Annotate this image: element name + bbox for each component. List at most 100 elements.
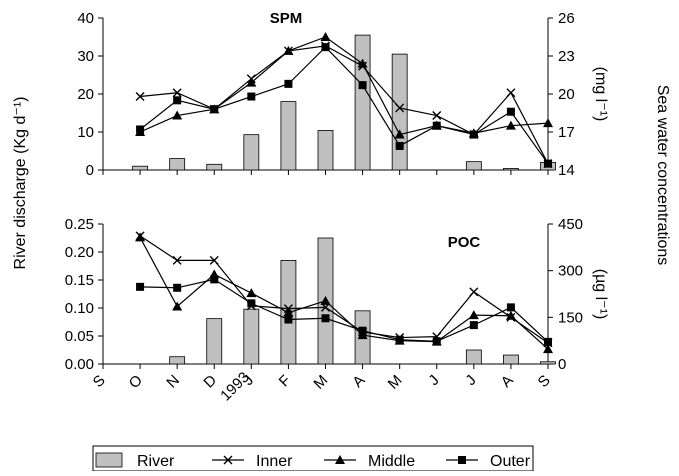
poc-panel: 0.00 0.05 0.10 0.15 0.20 0.25 0 150 300 450 (µg l⁻… [65, 216, 609, 373]
poc-left-tick-label: 0.05 [65, 328, 94, 345]
poc-middle-point [283, 307, 294, 317]
x-month-label: A [498, 372, 517, 391]
spm-left-tick-label: 10 [77, 124, 94, 141]
spm-river-bar [243, 134, 260, 171]
legend-inner-label: Inner [256, 453, 293, 470]
spm-outer-point [321, 43, 330, 52]
legend: River Inner Middle Outer [92, 445, 534, 472]
spm-outer-point [432, 121, 441, 130]
x-month-label: A [349, 372, 368, 391]
poc-inner-point [172, 255, 182, 265]
spm-outer-point [395, 141, 404, 150]
spm-middle-point [246, 77, 257, 87]
spm-outer-point [173, 96, 182, 105]
spm-left-tick-label: 0 [86, 162, 94, 179]
poc-middle-point [320, 295, 331, 305]
spm-outer-point [284, 79, 293, 88]
poc-river-bar [206, 318, 223, 365]
spm-outer-point [544, 159, 552, 168]
spm-river-bar [132, 165, 148, 171]
poc-right-tick-label: 150 [558, 309, 583, 326]
x-month-label: D [200, 372, 220, 392]
poc-middle-point [468, 310, 479, 320]
spm-middle-point [357, 58, 368, 68]
poc-outer-point [136, 282, 145, 291]
poc-right-tick-label: 0 [558, 356, 566, 373]
poc-outer-point [432, 337, 441, 346]
poc-left-tick-label: 0.00 [65, 356, 94, 373]
poc-inner-point [209, 255, 219, 265]
poc-outer-point [210, 275, 219, 284]
spm-inner-point [172, 88, 182, 98]
poc-middle-point [505, 310, 516, 320]
poc-outer-point [247, 299, 256, 308]
poc-outer-point [321, 314, 330, 323]
poc-outer-point [358, 326, 367, 335]
spm-inner-point [432, 111, 442, 121]
x-month-label: J [425, 372, 442, 389]
poc-middle-point [172, 301, 183, 311]
spm-right-tick-label: 17 [558, 124, 575, 141]
spm-right-tick-label: 26 [558, 10, 575, 27]
spm-inner-line [140, 45, 549, 164]
legend-outer-marker [458, 456, 466, 464]
spm-river-bar [206, 163, 223, 171]
spm-middle-line [139, 36, 549, 136]
spm-left-tick-label: 40 [77, 10, 94, 27]
poc-left-tick-label: 0.15 [65, 272, 94, 289]
poc-outer-line [140, 278, 549, 343]
x-month-label: S [90, 372, 109, 391]
spm-river-bar [465, 161, 482, 171]
spm-middle-point [283, 45, 294, 55]
spm-river-bar [354, 34, 371, 171]
poc-inner-point [469, 287, 479, 297]
spm-outer-point [358, 81, 367, 90]
poc-right-tick-label: 450 [558, 216, 583, 233]
poc-right-tick-label: 300 [558, 263, 583, 280]
poc-middle-line [139, 237, 549, 350]
spm-river-bar [169, 158, 186, 171]
spm-inner-point [395, 103, 405, 113]
spm-middle-point [320, 32, 331, 41]
spm-right-tick-label: 23 [558, 48, 575, 65]
spm-inner-point [135, 92, 145, 102]
poc-right-unit-label: (µg l⁻¹) [592, 269, 609, 320]
x-month-label: M [310, 372, 331, 393]
poc-inner-line [139, 235, 549, 344]
spm-outer-point [210, 105, 219, 114]
right-axis-label: Sea water concentrations [654, 85, 671, 266]
legend-river-label: River [137, 453, 175, 470]
poc-river-bar [243, 308, 260, 365]
spm-middle-point [543, 118, 553, 128]
poc-left-tick-label: 0.20 [65, 244, 94, 261]
spm-river-bar [280, 101, 297, 171]
poc-river-bar [169, 356, 186, 365]
spm-outer-point [136, 125, 145, 134]
poc-outer-point [469, 321, 478, 330]
poc-middle-point [246, 288, 257, 298]
x-month-label: O [126, 372, 146, 392]
legend-river-swatch [95, 452, 123, 468]
poc-outer-point [173, 283, 182, 292]
poc-outer-point [284, 315, 293, 324]
spm-river-bar [317, 130, 334, 171]
spm-middle-point [394, 129, 405, 139]
poc-outer-point [506, 303, 515, 312]
spm-middle-point [172, 110, 183, 120]
legend-outer-label: Outer [490, 453, 531, 470]
poc-title: POC [448, 234, 481, 251]
poc-river-bar [465, 349, 482, 365]
poc-left-tick-label: 0.10 [65, 300, 94, 317]
spm-outer-point [506, 107, 515, 116]
spm-title: SPM [270, 10, 303, 27]
spm-right-unit-label: (mg l⁻¹) [592, 67, 609, 122]
spm-left-tick-label: 20 [77, 86, 94, 103]
year-label: 1993 [217, 369, 253, 405]
poc-left-tick-label: 0.25 [65, 216, 94, 233]
spm-panel: 0 10 20 30 40 14 17 20 23 26 (mg l⁻¹) SPM [77, 10, 609, 179]
legend-inner-marker [223, 455, 233, 465]
spm-right-tick-label: 14 [558, 162, 575, 179]
poc-outer-point [395, 335, 404, 344]
